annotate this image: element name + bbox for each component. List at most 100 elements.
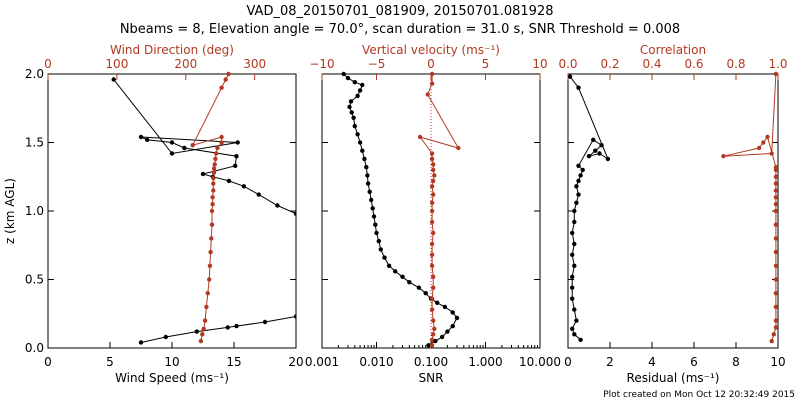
data-point-red	[773, 202, 778, 207]
data-point-black	[376, 238, 381, 244]
data-point-black	[351, 115, 356, 121]
figure-title-line2: Nbeams = 8, Elevation angle = 70.0°, sca…	[120, 22, 680, 37]
data-point-red	[429, 184, 435, 189]
figure-title-line1: VAD_08_20150701_081909, 20150701.081928	[247, 4, 554, 19]
data-point-red	[209, 236, 214, 241]
data-point-black	[347, 104, 352, 110]
data-point-red	[429, 337, 435, 342]
data-point-black	[568, 74, 573, 79]
data-point-black	[369, 197, 374, 203]
data-point-black	[572, 307, 577, 312]
data-point-red	[207, 277, 212, 282]
data-point-red	[721, 154, 726, 159]
x-bottom-tick-label: 2	[606, 355, 614, 369]
data-point-red	[211, 170, 217, 175]
data-point-black	[570, 296, 575, 301]
series-black-line	[343, 73, 458, 346]
data-point-black	[578, 173, 583, 178]
panel-2-data	[341, 71, 461, 348]
data-point-red	[773, 304, 778, 310]
data-point-red	[773, 325, 778, 330]
data-point-red	[761, 140, 766, 145]
data-point-red	[773, 165, 778, 170]
data-point-black	[574, 200, 579, 205]
x-bottom-axis-title: SNR	[419, 371, 444, 385]
data-point-black	[574, 184, 579, 189]
data-point-red	[226, 71, 231, 77]
data-point-black	[445, 329, 450, 334]
x-top-tick-label: −5	[368, 57, 386, 71]
data-point-black	[580, 167, 585, 173]
data-point-black	[572, 219, 577, 225]
panel-1-frame	[47, 73, 297, 349]
data-point-red	[773, 236, 778, 241]
data-point-black	[234, 323, 239, 329]
series-red-line	[191, 73, 229, 342]
x-bottom-tick-label: 15	[226, 355, 241, 369]
data-point-black	[435, 300, 440, 305]
data-point-red	[205, 291, 210, 296]
data-point-red	[211, 166, 217, 171]
data-point-black	[450, 323, 455, 329]
data-point-red	[431, 332, 436, 337]
data-point-black	[355, 132, 360, 137]
data-point-red	[429, 219, 435, 225]
data-point-black	[256, 192, 261, 197]
x-bottom-tick-label: 0	[564, 355, 572, 369]
data-point-black	[163, 334, 168, 340]
data-point-red	[429, 151, 435, 156]
x-top-tick-label: 0.8	[726, 57, 745, 71]
x-top-tick-label: 10	[532, 57, 547, 71]
data-point-red	[213, 151, 219, 156]
data-point-black	[426, 343, 431, 348]
x-top-tick-label: 5	[482, 57, 490, 71]
x-top-tick-label: 0.2	[600, 57, 619, 71]
data-point-black	[352, 80, 357, 85]
data-point-black	[365, 181, 371, 186]
data-point-red	[429, 156, 435, 162]
data-point-black	[360, 148, 365, 153]
x-bottom-tick-label: 0.001	[305, 355, 339, 369]
data-point-black	[367, 189, 372, 194]
data-point-black	[574, 318, 579, 323]
data-point-red	[431, 167, 436, 173]
data-point-red	[756, 145, 762, 151]
data-point-black	[450, 310, 455, 315]
data-point-red	[417, 134, 423, 140]
data-point-red	[202, 318, 208, 323]
data-point-red	[431, 285, 436, 290]
data-point-red	[209, 222, 215, 227]
data-point-red	[219, 134, 224, 140]
data-point-black	[169, 151, 175, 156]
data-point-black	[442, 304, 448, 310]
data-point-black	[364, 165, 369, 170]
data-point-red	[211, 181, 216, 186]
data-point-black	[169, 140, 175, 145]
data-point-red	[429, 200, 435, 205]
data-point-red	[773, 277, 778, 282]
data-point-black	[145, 137, 150, 142]
data-point-red	[425, 92, 430, 97]
data-point-black	[605, 156, 611, 162]
data-point-red	[769, 151, 774, 156]
data-point-black	[416, 285, 422, 290]
panel-1-data	[111, 71, 296, 345]
data-point-black	[572, 332, 577, 337]
data-point-black	[182, 145, 187, 151]
x-top-tick-label: 0.6	[684, 57, 703, 71]
data-point-red	[431, 162, 436, 167]
data-point-red	[429, 307, 435, 312]
data-point-red	[765, 134, 770, 140]
data-point-red	[429, 263, 435, 268]
x-bottom-axis-title: Wind Speed (ms⁻¹)	[115, 371, 229, 385]
data-point-red	[211, 175, 216, 181]
data-point-red	[773, 174, 778, 179]
data-point-red	[219, 85, 224, 90]
data-point-red	[215, 145, 220, 151]
data-point-black	[597, 151, 602, 156]
data-point-red	[431, 230, 436, 236]
data-point-black	[233, 163, 238, 168]
data-point-red	[211, 188, 216, 193]
